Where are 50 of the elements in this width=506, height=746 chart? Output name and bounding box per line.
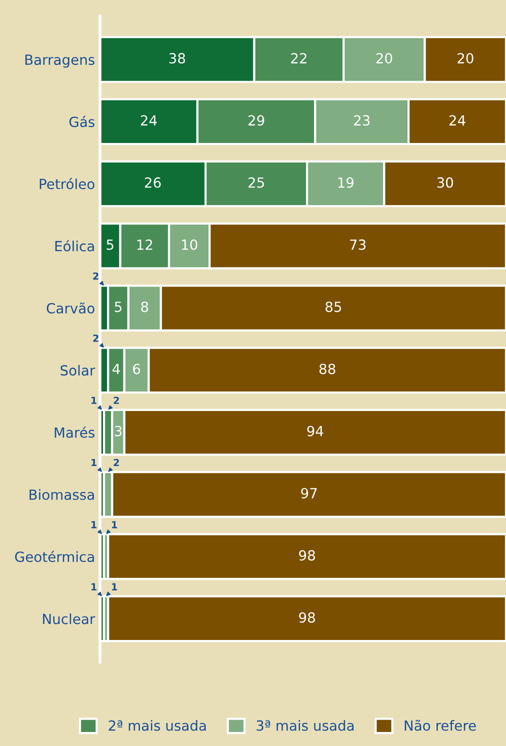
data-label: 12 [137,239,152,250]
data-label: 1 [112,521,118,528]
data-label: 2 [93,272,98,280]
y-tick-label: Carvão [46,302,94,314]
data-label: 1 [112,583,118,590]
data-label: 22 [291,53,306,64]
data-label: 1 [91,583,96,590]
data-label: 8 [141,302,148,312]
data-label: 26 [144,177,161,188]
data-label: 98 [299,550,315,561]
data-label: 94 [307,426,324,436]
y-tick-label: Solar [60,364,96,376]
y-tick-label: Nuclear [43,613,96,624]
data-label: 25 [248,177,264,188]
data-label: 30 [437,177,454,188]
data-label: 29 [248,115,264,126]
data-label: 85 [326,302,342,312]
data-label: 2 [114,458,119,466]
y-tick-label: Barragens [25,54,94,68]
data-label: 23 [354,115,370,126]
data-label: 88 [319,364,336,374]
legend-label: Não refere [404,720,476,731]
data-label: 97 [301,488,317,498]
data-label: 98 [299,612,315,623]
y-tick-label: Eólica [55,240,94,252]
data-label: 73 [350,239,366,250]
data-label: 5 [106,240,114,250]
data-label: 5 [114,302,122,312]
data-label: 1 [91,521,96,528]
data-label: 1 [91,458,96,466]
data-label: 20 [458,53,474,64]
y-tick-label: Gás [69,116,94,128]
y-tick-label: Petróleo [40,178,94,190]
data-label: 2 [93,334,98,342]
data-label: 2 [114,396,119,404]
y-tick-label: Biomassa [30,489,94,500]
data-label: 38 [169,53,186,64]
data-label: 10 [182,239,198,250]
data-label: 24 [140,115,157,126]
data-label: 4 [112,364,120,374]
data-label: 19 [338,177,354,188]
legend-label: 2ª mais usada [108,720,206,731]
y-tick-label: Geotérmica [15,550,94,562]
data-label: 1 [91,396,96,404]
legend-label: 3ª mais usada [256,720,354,731]
data-label: 3 [114,426,122,436]
data-label: 6 [133,364,140,374]
data-label: 20 [376,53,392,64]
data-label: 24 [449,115,466,126]
y-tick-label: Marés [54,426,94,438]
